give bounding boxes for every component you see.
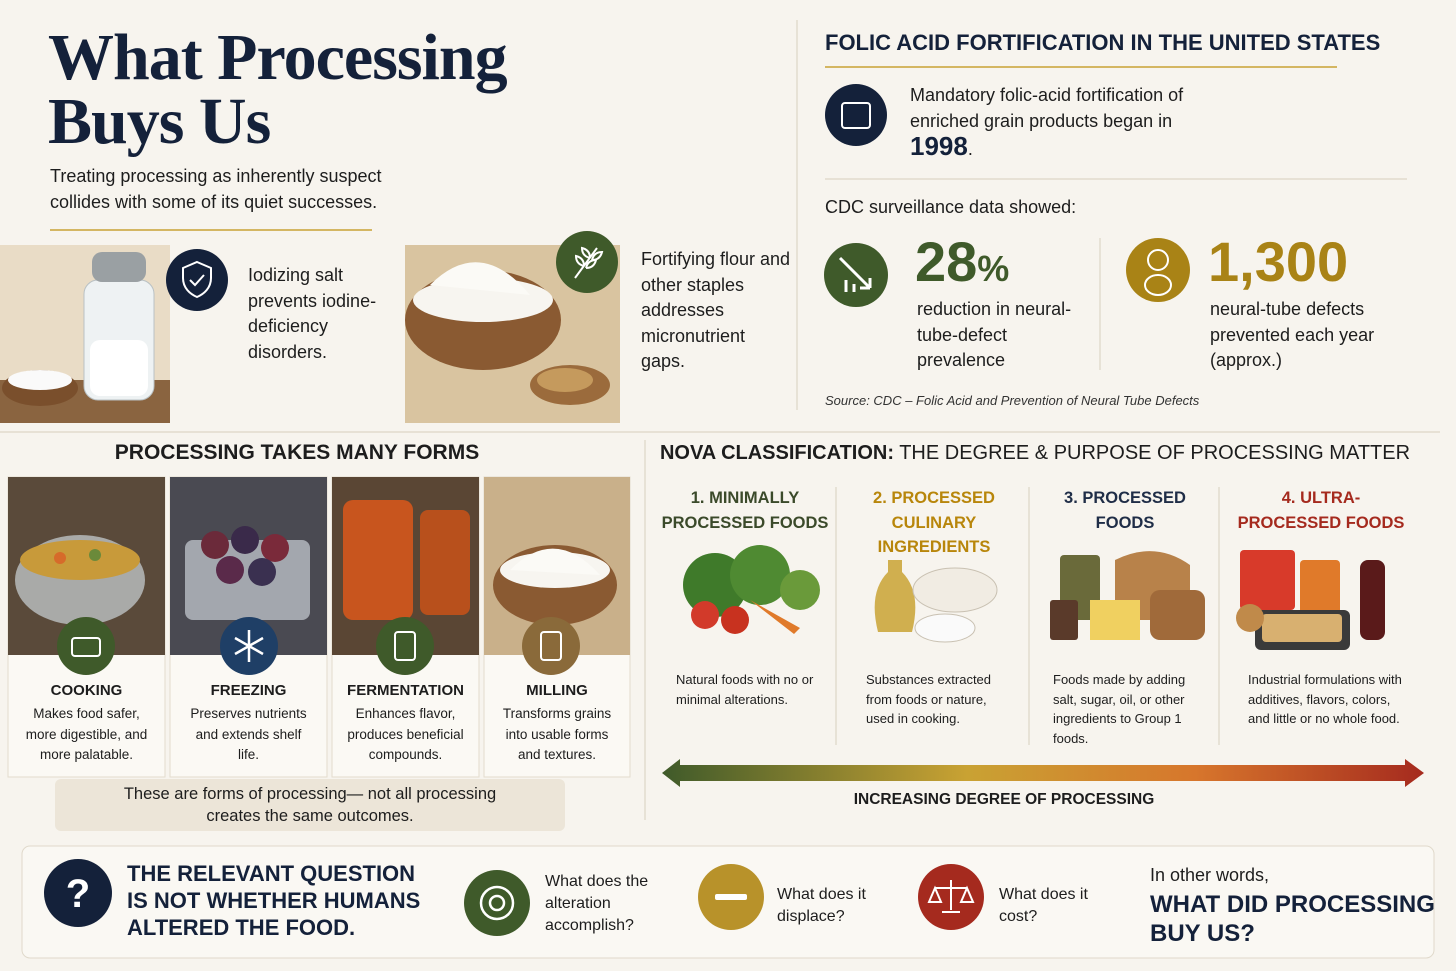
nova-photos [683,545,1385,650]
year-end: . [967,139,973,159]
nova-group-text: Industrial formulations with additives, … [1248,672,1402,726]
baby-glyph [1144,274,1172,296]
closing-intro: In other words, [1150,865,1270,885]
target-icon [464,870,530,936]
salt-photo [0,245,170,423]
note: These are forms of processing— not all p… [123,785,497,825]
form-name: COOKING [50,682,123,699]
nova-group-name: 4. ULTRA-PROCESSED FOODS [1237,489,1405,532]
form-cards [7,476,631,778]
stat-value: 28% [915,232,1009,299]
axis-label: INCREASING DEGREE OF PROCESSING [853,791,1155,808]
source: Source: CDC – Folic Acid and Prevention … [825,393,1200,408]
target-glyph [479,885,515,921]
form-text: Preserves nutrients and extends shelf li… [190,706,307,762]
form-name: FERMENTATION [347,682,464,699]
question-item: What does it displace? [777,886,866,925]
form-name: MILLING [526,682,588,699]
section-title: PROCESSING TAKES MANY FORMS [114,441,480,464]
form-name: FREEZING [210,682,287,699]
year: 1998 [910,131,968,161]
baby-glyph [1147,249,1169,271]
decline-glyph [838,256,872,292]
success-text: Fortifying flour and other staples addre… [641,249,791,371]
form-text: Makes food safer, more digestible, and m… [25,706,148,762]
nova-title-bold: NOVA CLASSIFICATION: [659,442,895,464]
shield-glyph [182,260,212,299]
note-box [55,779,565,831]
stat-value: 1,300 [1208,230,1349,293]
scale-glyph [927,880,975,913]
stat-unit: % [977,248,1010,289]
question-item: What does the alteration accomplish? [545,873,649,934]
shield-icon [166,249,228,311]
nova-group-text: Natural foods with no or minimal alterat… [676,672,814,707]
section-title: NOVA CLASSIFICATION: THE DEGREE & PURPOS… [650,442,1420,465]
intro-text: Mandatory folic-acid fortification of en… [910,85,1184,131]
form-text: Transforms grains into usable forms and … [502,706,612,762]
subtitle: Treating processing as inherently suspec… [50,166,382,212]
nova-group-name: 1. MINIMALLY PROCESSED FOODS [661,489,829,532]
surveillance-label: CDC surveillance data showed: [825,197,1077,217]
target-glyph [488,894,506,912]
stat-text: neural-tube defects prevented each year … [1210,299,1375,370]
page-title: What Processing Buys Us [48,21,508,158]
folic-intro: Mandatory folic-acid fortification of en… [910,83,1200,163]
stat-number: 28 [915,230,978,293]
minus-glyph [715,894,747,900]
nova-title: THE DEGREE & PURPOSE OF PROCESSING MATTE… [899,442,1411,464]
wheat-glyph [574,246,604,279]
section-title: FOLIC ACID FORTIFICATION IN THE UNITED S… [825,30,1381,55]
form-text: Enhances flavor, produces beneficial com… [347,706,464,762]
success-text: Iodizing salt prevents iodine-deficiency… [248,265,377,362]
stat-text: reduction in neural-tube-defect prevalen… [917,299,1072,370]
question-glyph: ? [66,872,90,916]
degree-arrow [662,759,1424,787]
nova-group-text: Substances extracted from foods or natur… [866,672,992,726]
calendar-icon [825,84,887,146]
question-text: THE RELEVANT QUESTION IS NOT WHETHER HUM… [127,861,421,940]
question-icon [44,859,112,927]
flour-photo [405,245,620,423]
calendar-glyph [841,102,871,129]
nova-group-text: Foods made by adding salt, sugar, oil, o… [1053,672,1186,746]
question-item: What does it cost? [999,886,1088,925]
nova-group-name: 2. PROCESSED CULINARY INGREDIENTS [873,489,995,556]
nova-group-name: 3. PROCESSED FOODS [1064,489,1186,532]
closing: WHAT DID PROCESSING BUY US? [1150,891,1435,947]
